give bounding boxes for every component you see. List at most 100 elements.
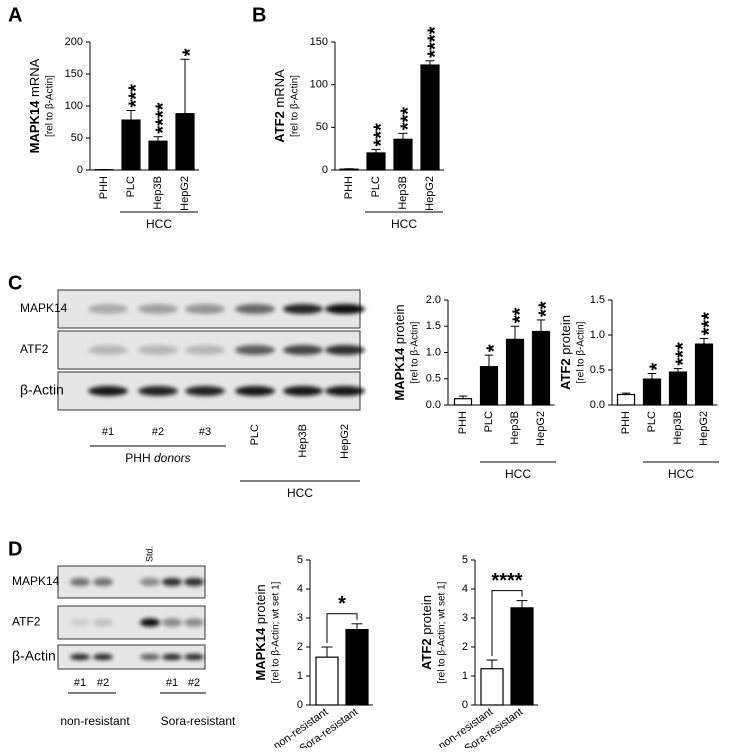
x-tick-label: HepG2 [698, 411, 710, 446]
blot-band [138, 345, 178, 355]
blot-band [235, 304, 275, 314]
bar [481, 669, 503, 705]
y-tick-label: 5 [297, 554, 303, 566]
blot-row-label: β-Actin [12, 648, 56, 664]
y-tick-label: 1.0 [426, 346, 441, 358]
y-tick-label: 2.0 [426, 294, 441, 306]
y-tick-label: 0.0 [426, 399, 441, 411]
blot-band [88, 345, 128, 355]
group-label: HCC [505, 467, 531, 481]
y-tick-label: 4 [462, 583, 468, 595]
x-tick-label: PHH [457, 411, 469, 434]
blot-band [88, 386, 128, 396]
x-tick-label: Hep3B [672, 411, 684, 445]
significance: *** [672, 342, 694, 366]
y-axis-sublabel: [rel to β-Actin] [410, 321, 421, 383]
y-label-gene: MAPK14 [253, 627, 268, 681]
blot-band [88, 304, 128, 314]
x-tick-label: PLC [370, 176, 382, 197]
blot-band [93, 654, 113, 660]
y-axis-label: MAPK14 mRNA [27, 58, 42, 153]
blot-band [162, 654, 182, 660]
y-tick-label: 50 [316, 121, 328, 133]
y-tick-label: 3 [297, 612, 303, 624]
lane-label: #3 [199, 426, 211, 438]
y-tick-label: 0 [77, 164, 83, 176]
bar [346, 630, 368, 705]
lane-label: #1 [166, 677, 178, 689]
bar [340, 169, 358, 170]
y-axis-sublabel: [rel to β-Actin; wt set 1] [271, 581, 282, 683]
y-axis-label: ATF2 protein [558, 315, 573, 390]
blot-band [325, 304, 365, 314]
bar [394, 139, 412, 170]
blot-band [325, 345, 365, 355]
blot-band [325, 386, 365, 396]
significance: **** [491, 570, 522, 592]
y-tick-label: 0.0 [590, 399, 605, 411]
bar [176, 114, 194, 170]
y-tick-label: 100 [310, 79, 328, 91]
group-qualifier: donors [154, 451, 191, 465]
y-label-gene: ATF2 [558, 358, 573, 390]
panel-label: B [252, 4, 266, 26]
x-tick-label: Hep3B [509, 411, 521, 445]
blot-band [70, 578, 90, 586]
bar [122, 120, 140, 170]
y-label-gene: ATF2 [419, 638, 434, 670]
blot-band [283, 386, 323, 396]
significance: ** [509, 307, 531, 323]
significance: * [338, 593, 346, 615]
significance: * [179, 48, 201, 56]
bar [149, 141, 167, 170]
y-tick-label: 50 [71, 132, 83, 144]
x-tick-label: PLC [125, 176, 137, 197]
lane-label: HepG2 [339, 424, 351, 459]
lane-label: #1 [74, 677, 86, 689]
y-tick-label: 1 [297, 670, 303, 682]
x-tick-label: HepG2 [179, 176, 191, 211]
bar [367, 153, 385, 170]
bar [533, 332, 550, 406]
significance: *** [370, 123, 392, 147]
y-label-measure: protein [253, 584, 268, 624]
group-label: HCC [146, 217, 172, 231]
y-label-measure: protein [392, 304, 407, 344]
blot-band [138, 304, 178, 314]
bar [316, 657, 338, 705]
y-tick-label: 200 [65, 36, 83, 48]
blot-row-label: ATF2 [12, 615, 41, 629]
y-label-measure: protein [558, 315, 573, 355]
blot-band [140, 654, 160, 660]
panel-label: A [8, 4, 22, 26]
y-axis-label: MAPK14 protein [392, 304, 407, 400]
y-axis-label: ATF2 mRNA [272, 69, 287, 143]
y-tick-label: 0 [322, 164, 328, 176]
significance: *** [397, 107, 419, 131]
panel-label: D [8, 538, 22, 560]
x-tick-label: PHH [343, 176, 355, 199]
y-tick-label: 1.5 [426, 320, 441, 332]
y-label-measure: protein [419, 595, 434, 635]
blot-band [235, 386, 275, 396]
lane-label: #2 [188, 677, 200, 689]
blot-row-label: ATF2 [20, 342, 49, 356]
y-tick-label: 1.0 [590, 329, 605, 341]
bar [644, 379, 661, 405]
blot-band [93, 618, 113, 627]
lane-label: PLC [249, 424, 261, 445]
blot-row-label: MAPK14 [12, 574, 60, 588]
blot-band [93, 578, 113, 586]
y-label-measure: mRNA [27, 58, 42, 97]
bar [511, 608, 533, 705]
blot-band [162, 578, 182, 586]
x-tick-label: Hep3B [152, 176, 164, 210]
y-label-gene: ATF2 [272, 111, 287, 143]
y-tick-label: 100 [65, 100, 83, 112]
y-tick-label: 4 [297, 583, 303, 595]
significance: *** [125, 84, 147, 108]
y-tick-label: 150 [65, 68, 83, 80]
y-axis-sublabel: [rel to β-Actin] [576, 321, 587, 383]
x-tick-label: PLC [483, 411, 495, 432]
